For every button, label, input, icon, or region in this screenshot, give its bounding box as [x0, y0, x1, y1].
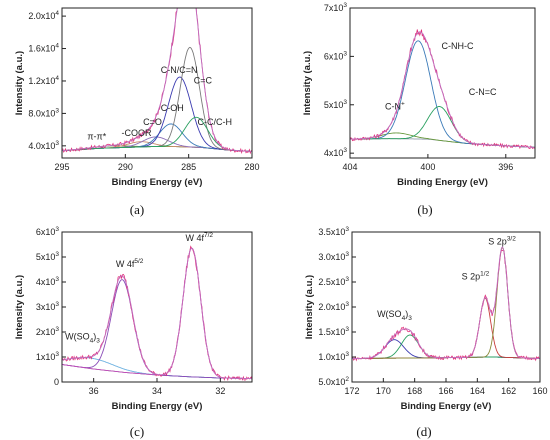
plot-frame [61, 7, 253, 159]
y-tick-label: 5x103 [36, 251, 60, 262]
y-axis-label: Intensity (a.u.) [14, 51, 25, 115]
y-tick-label: 1.2x104 [28, 75, 59, 86]
x-axis-label: Binding Energy (eV) [112, 401, 203, 412]
peak-annotation: S 2p3/2 [488, 236, 516, 247]
y-axis-label: Intensity (a.u.) [302, 51, 313, 115]
x-axis-label: Binding Energy (eV) [112, 177, 203, 188]
y-tick-label: 1.6x104 [28, 43, 59, 54]
x-tick-label: 400 [420, 162, 435, 172]
y-tick-label: 2.0x104 [28, 10, 59, 21]
plot-area [62, 245, 252, 381]
peak-annotation: π-π* [87, 131, 106, 141]
component-peak-3 [350, 106, 535, 148]
measured-spectrum [62, 245, 252, 381]
component-peak-2 [62, 279, 252, 379]
component-peak-4 [352, 246, 540, 359]
plot-area [62, 8, 252, 155]
x-tick-label: 162 [501, 386, 516, 396]
y-tick-label: 2.5x103 [318, 276, 349, 287]
y-tick-label: 6x103 [36, 226, 60, 237]
x-tick-label: 404 [342, 162, 357, 172]
y-tick-label: 2x103 [36, 326, 60, 337]
fitted-envelope [62, 247, 252, 379]
peak-annotation: C=C [194, 75, 213, 85]
plot-area [350, 29, 535, 150]
x-axis-label: Binding Energy (eV) [401, 401, 492, 412]
x-tick-label: 172 [344, 386, 359, 396]
y-tick-label: 2.0x103 [318, 301, 349, 312]
y-tick-label: 5.0x102 [318, 376, 349, 387]
y-tick-label: 3.0x103 [318, 251, 349, 262]
x-tick-label: 166 [438, 386, 453, 396]
plot-frame [351, 231, 541, 383]
y-tick-label: 1.0x103 [318, 351, 349, 362]
fitted-envelope [62, 8, 252, 152]
y-tick-label: 4.0x103 [28, 140, 59, 151]
peak-annotation: -COOR [122, 128, 152, 138]
x-tick-label: 295 [54, 162, 69, 172]
y-tick-label: 1x103 [36, 351, 60, 362]
fitted-envelope [352, 246, 540, 359]
peak-annotation: C-NH-C [442, 41, 474, 51]
panel-label: (a) [130, 202, 144, 217]
y-tick-label: 7x103 [324, 2, 348, 13]
chart-panel-3: 36 34 32 0 1x103 2x103 3x103 4x103 5x103 6x103 Bin… [14, 226, 253, 439]
peak-annotation: C-N+ [385, 101, 405, 112]
plot-frame [61, 231, 253, 383]
peak-annotation: C-N/C=N [161, 65, 198, 75]
y-axis-label: Intensity (a.u.) [304, 275, 315, 339]
y-tick-label: 3x103 [36, 301, 60, 312]
panel-label: (d) [416, 424, 431, 439]
peak-annotation: S 2p1/2 [462, 271, 490, 282]
plot-area [352, 246, 540, 362]
component-peak-2 [352, 334, 540, 359]
x-tick-label: 168 [407, 386, 422, 396]
component-peak-7 [62, 116, 252, 152]
y-tick-label: 0 [54, 377, 59, 387]
y-tick-label: 4x103 [36, 276, 60, 287]
x-tick-label: 285 [181, 162, 196, 172]
x-tick-label: 32 [215, 386, 225, 396]
y-tick-label: 8.0x103 [28, 107, 59, 118]
x-tick-label: 396 [498, 162, 513, 172]
x-tick-label: 170 [376, 386, 391, 396]
y-tick-label: 4x103 [324, 147, 348, 158]
panel-label: (b) [417, 202, 432, 217]
component-peak-1 [352, 339, 540, 359]
x-tick-label: 280 [244, 162, 259, 172]
y-tick-label: 6x103 [324, 50, 348, 61]
component-peak-3 [62, 247, 252, 379]
peak-annotation: W(SO4)3 [65, 332, 100, 345]
measured-spectrum [62, 8, 252, 155]
x-tick-label: 290 [118, 162, 133, 172]
y-axis-label: Intensity (a.u.) [14, 275, 25, 339]
x-tick-label: 34 [152, 386, 162, 396]
x-tick-label: 160 [532, 386, 547, 396]
y-tick-label: 3.5x103 [318, 226, 349, 237]
chart-panel-1: 295 290 285 280 4.0x103 8.0x103 1.2x104 1.6x104… [14, 7, 260, 217]
background-line [62, 364, 252, 379]
component-peak-3 [352, 297, 540, 359]
measured-spectrum [352, 249, 540, 362]
peak-annotation: C-OH [161, 103, 184, 113]
peak-annotation: C-N=C [469, 87, 497, 97]
x-tick-label: 36 [89, 386, 99, 396]
fitted-envelope [350, 31, 535, 148]
x-tick-label: 164 [470, 386, 485, 396]
peak-annotation: W(SO4)3 [377, 309, 412, 322]
peak-annotation: W 4f5/2 [116, 258, 144, 269]
y-tick-label: 5x103 [324, 99, 348, 110]
panel-label: (c) [130, 424, 144, 439]
chart-panel-4: 172 170 168 166 164 162 160 5.0x102 1.0x103 1.5x1… [304, 226, 548, 439]
x-axis-label: Binding Energy (eV) [397, 177, 488, 188]
peak-annotation: C-C/C-H [198, 117, 233, 127]
peak-annotation: C=O [143, 117, 162, 127]
plot-frame [349, 7, 536, 159]
peak-annotation: W 4f7/2 [186, 232, 214, 243]
chart-panel-2: 404 400 396 4x103 5x103 6x103 7x103 Binding Ene… [302, 2, 536, 217]
y-tick-label: 1.5x103 [318, 326, 349, 337]
component-peak-2 [350, 40, 535, 148]
